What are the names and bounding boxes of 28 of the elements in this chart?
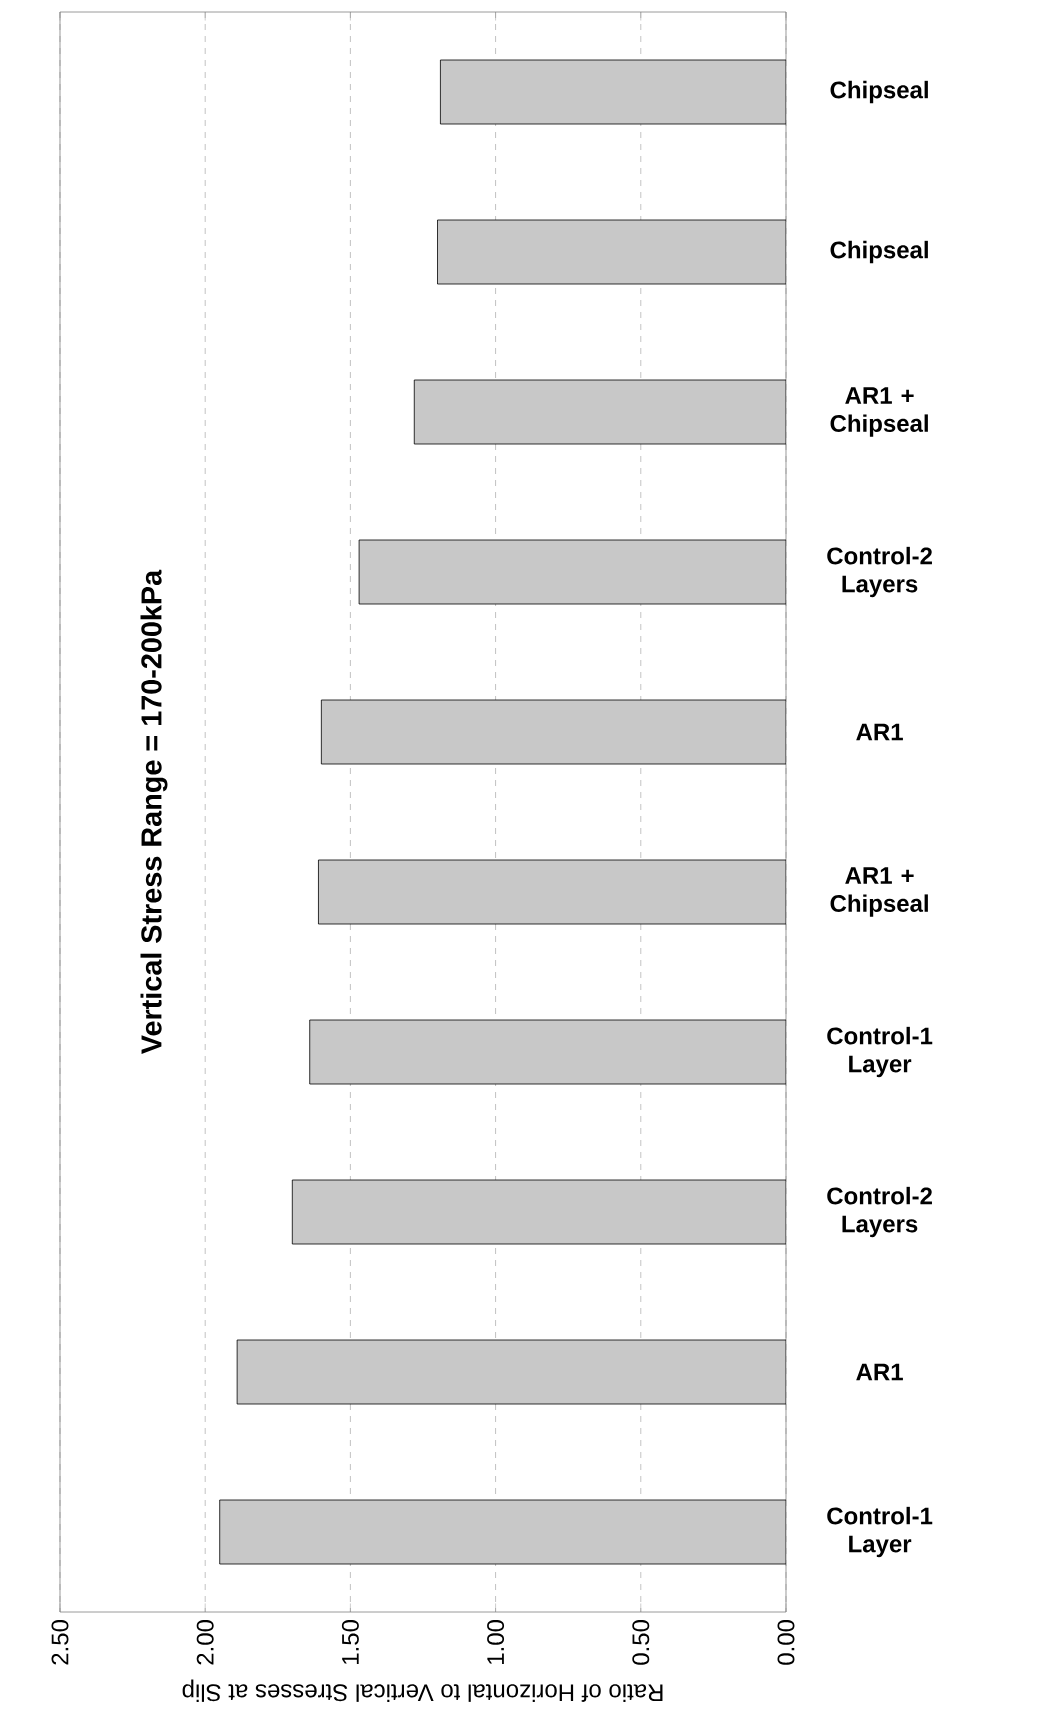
y-tick-label: Control-2 Layers [827,1186,932,1238]
x-tick-label: 0.00 [777,1620,795,1665]
x-axis-title: Ratio of Horizontal to Vertical Stresses at Slip [182,1679,663,1702]
bar [358,539,786,605]
y-tick-label: AR1 [856,723,903,741]
bar [309,1019,786,1085]
y-tick-label: Chipseal [830,80,928,104]
bar [236,1339,786,1405]
y-tick-label: Control-1 Layer [827,1026,933,1078]
y-tick-label: Control-2 Layers [827,546,932,598]
x-tick-label: 2.50 [51,1620,69,1665]
bar [291,1179,786,1245]
x-tick-label: 1.00 [487,1620,505,1664]
bar [320,699,786,765]
bar [318,859,786,925]
y-tick-label: AR1 [856,1363,903,1381]
y-tick-label: Control-1 Layer [827,1506,933,1558]
x-tick-label: 2.00 [196,1620,214,1665]
y-tick-label: AR1 + Chipseal [830,387,928,437]
x-tick-label: 1.50 [341,1620,359,1664]
y-tick-label: Chipseal [830,240,928,264]
text: Vertical Stress Range = 170-200kPa [140,569,168,1054]
y-tick-label: AR1 + Chipseal [830,867,928,917]
bar [440,59,786,125]
x-tick-label: 0.50 [632,1620,650,1665]
bar [437,219,786,285]
bar [219,1499,786,1565]
bar [413,379,786,445]
